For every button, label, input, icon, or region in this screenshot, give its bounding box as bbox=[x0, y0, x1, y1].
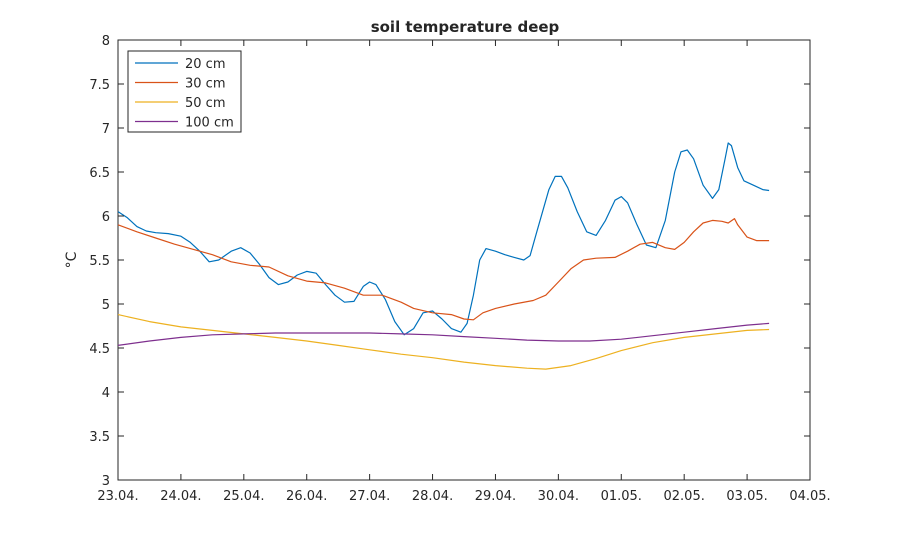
x-tick-label: 02.05. bbox=[664, 489, 705, 504]
y-tick-label: 8 bbox=[102, 34, 110, 49]
x-tick-label: 04.05. bbox=[789, 489, 830, 504]
y-tick-label: 6.5 bbox=[89, 166, 110, 181]
y-tick-label: 3 bbox=[102, 474, 110, 489]
legend-label: 30 cm bbox=[185, 77, 226, 92]
x-tick-label: 26.04. bbox=[286, 489, 327, 504]
x-tick-label: 25.04. bbox=[223, 489, 264, 504]
chart-title: soil temperature deep bbox=[371, 18, 560, 36]
x-tick-label: 24.04. bbox=[160, 489, 201, 504]
legend-label: 100 cm bbox=[185, 116, 234, 131]
y-tick-label: 4.5 bbox=[89, 342, 110, 357]
series-layer bbox=[117, 142, 770, 370]
legend-box bbox=[127, 50, 242, 133]
x-tick-label: 01.05. bbox=[601, 489, 642, 504]
y-tick-label: 5 bbox=[102, 298, 110, 313]
x-tick-label: 28.04. bbox=[412, 489, 453, 504]
legend: 20 cm 30 cm 50 cm 100 cm bbox=[127, 50, 242, 133]
x-tick-label: 30.04. bbox=[538, 489, 579, 504]
y-tick-label: 7 bbox=[102, 122, 110, 137]
x-tick-label: 03.05. bbox=[726, 489, 767, 504]
series-line-30-cm bbox=[117, 218, 770, 321]
x-tick-label: 29.04. bbox=[475, 489, 516, 504]
series-line-100-cm bbox=[117, 322, 770, 346]
y-tick-label: 7.5 bbox=[89, 78, 110, 93]
legend-label: 50 cm bbox=[185, 96, 226, 111]
y-tick-label: 6 bbox=[102, 210, 110, 225]
series-line-20-cm bbox=[117, 142, 770, 336]
x-tick-label: 27.04. bbox=[349, 489, 390, 504]
y-axis: 3 3.5 4 4.5 5 5.5 6 6.5 7 7.5 8 bbox=[89, 34, 810, 489]
series-line-50-cm bbox=[117, 314, 770, 370]
x-tick-label: 23.04. bbox=[97, 489, 138, 504]
legend-label: 20 cm bbox=[185, 57, 226, 72]
y-tick-label: 4 bbox=[102, 386, 110, 401]
y-tick-label: 5.5 bbox=[89, 254, 110, 269]
y-axis-label: °C bbox=[64, 251, 80, 268]
y-tick-label: 3.5 bbox=[89, 430, 110, 445]
x-axis: 23.04. 24.04. 25.04. 26.04. 27.04. 28.04. 29.0… bbox=[97, 40, 831, 504]
